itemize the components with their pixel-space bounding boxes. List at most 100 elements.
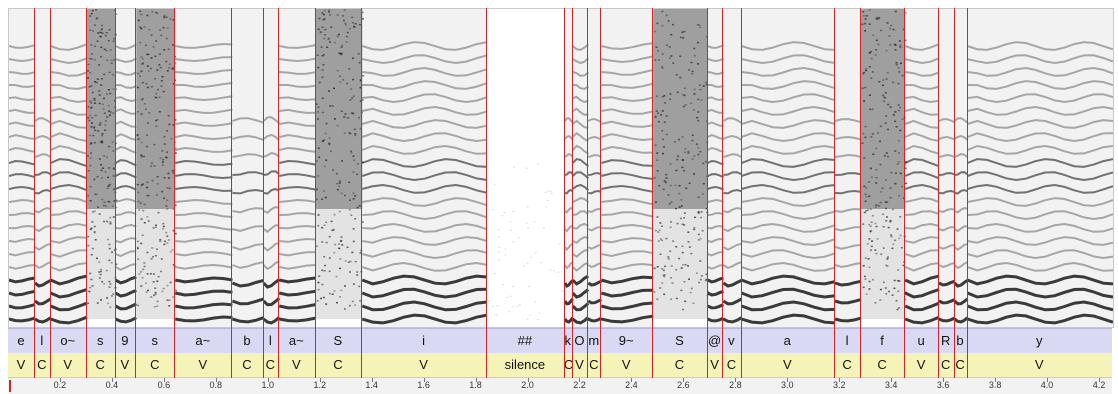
cv-label[interactable]: C	[95, 357, 105, 372]
cv-label[interactable]: V	[198, 357, 208, 372]
phone-label[interactable]: S	[675, 333, 684, 348]
spectro-segment	[49, 9, 88, 327]
tick-label: 0.8	[209, 380, 223, 390]
cv-label[interactable]: C	[726, 357, 737, 372]
phone-label[interactable]: a~	[195, 333, 211, 348]
cv-label[interactable]: V	[916, 357, 926, 372]
tick-label: 2.2	[573, 380, 586, 390]
phone-label[interactable]: l	[845, 333, 849, 348]
phone-label[interactable]: R	[941, 333, 951, 348]
tick-mark	[59, 378, 61, 382]
tick-label: 4.0	[1040, 380, 1054, 390]
phone-label[interactable]: e	[17, 333, 25, 348]
cv-label[interactable]: C	[941, 357, 951, 372]
cv-label[interactable]: C	[242, 357, 252, 372]
tick-label: 2.8	[729, 380, 742, 390]
spectro-segment	[938, 9, 956, 327]
tick-mark	[787, 378, 789, 382]
spectrogram-panel	[8, 8, 1114, 328]
spectro-segment	[707, 9, 725, 327]
phone-label[interactable]: ##	[517, 333, 533, 348]
phone-label[interactable]: O	[574, 333, 585, 348]
tick-label: 2.6	[677, 380, 690, 390]
phone-label[interactable]: y	[1036, 333, 1043, 348]
cv-label[interactable]: V	[782, 357, 792, 372]
spectro-segment	[361, 9, 488, 327]
spectro-segment	[86, 9, 118, 319]
spectro-segment	[231, 9, 265, 327]
cv-label[interactable]: V	[1034, 357, 1044, 372]
phone-label[interactable]: a~	[288, 333, 304, 348]
phone-label[interactable]: s	[151, 333, 159, 348]
tick-mark	[475, 378, 477, 382]
cv-label[interactable]: C	[150, 357, 160, 372]
cv-label[interactable]: C	[563, 357, 574, 372]
phone-label[interactable]: f	[880, 333, 884, 348]
cv-label[interactable]: C	[877, 357, 887, 372]
phone-label[interactable]: 9	[121, 333, 129, 348]
cv-label[interactable]: V	[120, 357, 130, 372]
time-axis: 0.2 0.4 0.6 0.8 1.0 1.2 1.4 1.6 1.8 2.0 2.2 2.4 2.6 2…	[8, 378, 1112, 394]
tick-mark	[891, 378, 893, 382]
phone-label[interactable]: l	[40, 333, 44, 348]
cv-label[interactable]: C	[333, 357, 343, 372]
cv-label[interactable]: V	[419, 357, 428, 372]
spectro-segment	[34, 9, 52, 327]
spectro-segment	[600, 9, 654, 327]
phone-label[interactable]: l	[268, 333, 272, 348]
spectrogram	[9, 9, 1113, 327]
cv-label[interactable]: V	[63, 357, 73, 372]
phone-label[interactable]: b	[956, 333, 964, 348]
tick-mark	[735, 378, 737, 382]
phone-label[interactable]: S	[333, 333, 343, 348]
phone-label[interactable]: k	[564, 333, 572, 348]
cv-label[interactable]: V	[621, 357, 631, 372]
spectro-segment	[488, 163, 566, 320]
spectro-segment	[315, 9, 365, 319]
cv-label[interactable]: V	[710, 357, 719, 372]
tick-mark	[943, 378, 945, 382]
tick-mark	[1047, 378, 1049, 382]
spectro-segment	[262, 9, 281, 327]
phone-label[interactable]: m	[588, 333, 600, 348]
cv-label[interactable]: C	[589, 357, 599, 372]
cv-label[interactable]: V	[16, 357, 26, 372]
tick-label: 3.6	[936, 380, 950, 390]
tick-label: 1.4	[365, 380, 378, 390]
cv-label[interactable]: V	[291, 357, 301, 372]
spectro-segment	[653, 9, 709, 319]
tick-label: 2.4	[625, 380, 638, 390]
phone-label[interactable]: o~	[60, 333, 76, 348]
cv-label[interactable]: C	[955, 357, 965, 372]
cv-label[interactable]: V	[575, 357, 584, 372]
phone-label[interactable]: b	[243, 333, 251, 348]
cv-label[interactable]: silence	[504, 357, 546, 372]
cv-label[interactable]: C	[37, 357, 47, 372]
tick-mark	[579, 378, 581, 382]
cv-label[interactable]: C	[265, 357, 276, 372]
spectro-segment	[174, 9, 233, 327]
tick-mark	[839, 378, 841, 382]
tick-label: 1.0	[261, 380, 275, 390]
phone-label[interactable]: v	[728, 333, 735, 348]
spectro-segment	[114, 9, 137, 327]
tick-label: 3.4	[884, 380, 898, 390]
phone-label[interactable]: @	[707, 333, 722, 348]
phone-label[interactable]: a	[783, 333, 791, 348]
tick-mark	[631, 378, 633, 382]
spectro-segment	[278, 9, 316, 327]
spectro-segment	[136, 9, 177, 319]
tick-label: 3.8	[988, 380, 1002, 390]
phone-label[interactable]: 9~	[618, 333, 634, 348]
phone-label[interactable]: i	[422, 333, 426, 348]
tick-label: 1.2	[313, 380, 326, 390]
cv-label[interactable]: C	[674, 357, 685, 372]
spectro-segment	[563, 9, 574, 327]
phone-label[interactable]: u	[917, 333, 925, 348]
tick-mark	[423, 378, 425, 382]
playhead-marker[interactable]	[9, 380, 11, 392]
phone-label[interactable]: s	[96, 333, 104, 348]
cv-label[interactable]: C	[842, 357, 852, 372]
spectro-segment	[740, 9, 836, 327]
